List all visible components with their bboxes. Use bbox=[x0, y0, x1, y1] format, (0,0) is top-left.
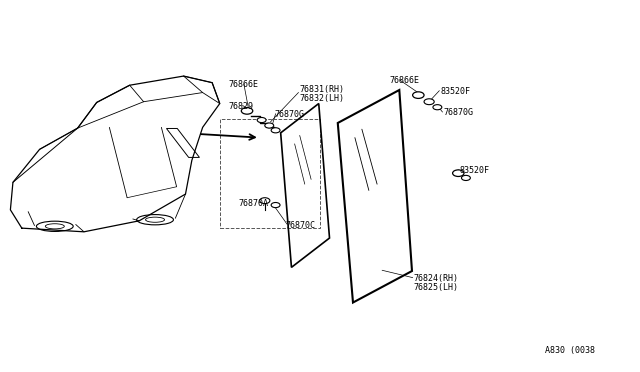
Circle shape bbox=[265, 123, 274, 128]
Circle shape bbox=[271, 202, 280, 208]
Text: 83520F: 83520F bbox=[440, 87, 470, 96]
Circle shape bbox=[260, 198, 270, 203]
Text: 76825(LH): 76825(LH) bbox=[414, 283, 459, 292]
Text: 76824(RH): 76824(RH) bbox=[414, 274, 459, 283]
Circle shape bbox=[424, 99, 434, 105]
Circle shape bbox=[452, 170, 464, 176]
Text: 76870A: 76870A bbox=[239, 199, 269, 208]
Text: 76829: 76829 bbox=[228, 102, 253, 110]
Text: 83520F: 83520F bbox=[460, 166, 490, 175]
Circle shape bbox=[241, 108, 253, 114]
Text: 76831(RH): 76831(RH) bbox=[300, 86, 345, 94]
Text: 76870C: 76870C bbox=[285, 221, 315, 230]
Text: 76870G: 76870G bbox=[275, 110, 304, 119]
Circle shape bbox=[461, 175, 470, 180]
Bar bbox=[220, 119, 320, 228]
Circle shape bbox=[413, 92, 424, 99]
Circle shape bbox=[257, 118, 266, 123]
Text: 76832(LH): 76832(LH) bbox=[300, 94, 345, 103]
Circle shape bbox=[271, 128, 280, 133]
Text: 76870G: 76870G bbox=[444, 108, 474, 117]
Text: 76866E: 76866E bbox=[390, 76, 420, 85]
Circle shape bbox=[433, 105, 442, 110]
Text: 76866E: 76866E bbox=[228, 80, 258, 89]
Text: A830 (0038: A830 (0038 bbox=[545, 346, 595, 355]
